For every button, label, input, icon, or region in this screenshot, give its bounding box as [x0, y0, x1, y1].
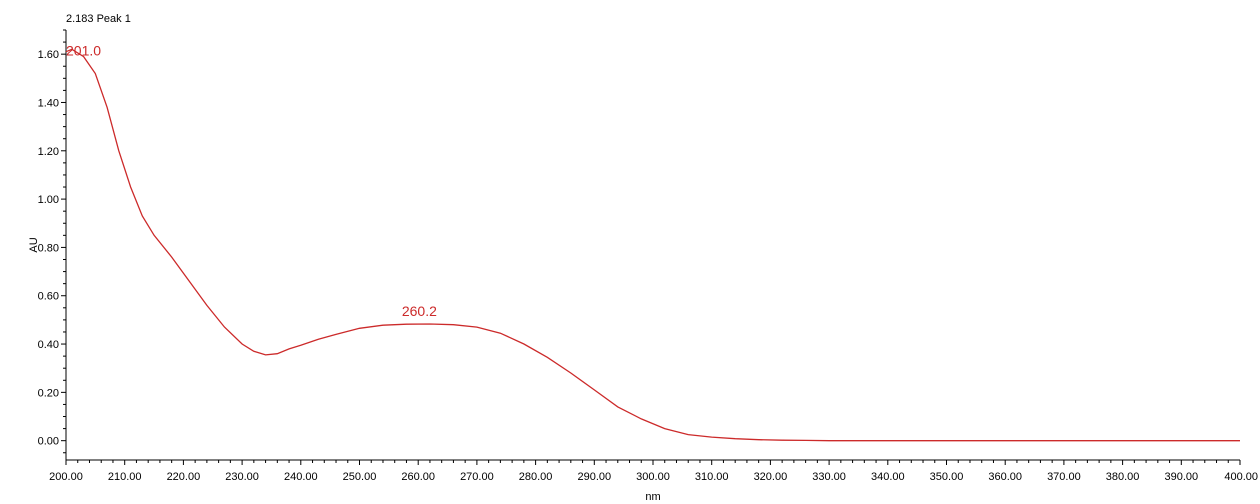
x-tick-label: 220.00: [167, 471, 201, 483]
y-tick-label: 0.60: [38, 291, 59, 303]
peak-labels: 201.0 260.2: [66, 42, 437, 319]
x-axis-title: nm: [645, 491, 660, 503]
x-tick-label: 290.00: [577, 471, 611, 483]
x-tick-label: 250.00: [343, 471, 377, 483]
x-tick-label: 200.00: [49, 471, 83, 483]
y-axis-title: AU: [28, 237, 40, 252]
x-tick-label: 350.00: [930, 471, 964, 483]
chart-header-title: 2.183 Peak 1: [66, 13, 131, 25]
x-tick-label: 270.00: [460, 471, 494, 483]
y-ticks: 0.00 0.20 0.40 0.60 0.80 1.00 1.20 1.40 1.60: [38, 49, 66, 448]
x-tick-label: 380.00: [1106, 471, 1140, 483]
x-tick-label: 320.00: [754, 471, 788, 483]
x-tick-label: 210.00: [108, 471, 142, 483]
y-tick-label: 1.20: [38, 146, 59, 158]
plot-area: 0.00 0.20 0.40 0.60 0.80 1.00 1.20 1.40 1.60 200…: [38, 29, 1258, 483]
x-ticks: 200.00 210.00 220.00 230.00 240.00 250.00 260.…: [49, 460, 1258, 483]
x-tick-label: 360.00: [988, 471, 1022, 483]
x-tick-label: 310.00: [695, 471, 729, 483]
x-tick-label: 280.00: [519, 471, 553, 483]
y-tick-label: 1.40: [38, 97, 59, 109]
y-tick-label: 0.00: [38, 436, 59, 448]
x-minor-ticks: [77, 460, 1229, 463]
y-tick-label: 1.60: [38, 49, 59, 61]
x-tick-label: 390.00: [1164, 471, 1198, 483]
x-tick-label: 340.00: [871, 471, 905, 483]
x-tick-label: 400.00: [1224, 471, 1258, 483]
y-tick-label: 0.40: [38, 339, 59, 351]
spectrum-line: [65, 48, 1240, 442]
y-tick-label: 1.00: [38, 194, 59, 206]
peak-label: 260.2: [402, 303, 437, 319]
x-tick-label: 300.00: [636, 471, 670, 483]
x-tick-label: 230.00: [225, 471, 259, 483]
peak-label: 201.0: [66, 42, 101, 58]
x-tick-label: 240.00: [284, 471, 318, 483]
x-tick-label: 260.00: [401, 471, 435, 483]
y-tick-label: 0.80: [38, 242, 59, 254]
y-minor-ticks: [63, 29, 66, 454]
x-tick-label: 330.00: [812, 471, 846, 483]
x-tick-label: 370.00: [1047, 471, 1081, 483]
y-tick-label: 0.20: [38, 387, 59, 399]
